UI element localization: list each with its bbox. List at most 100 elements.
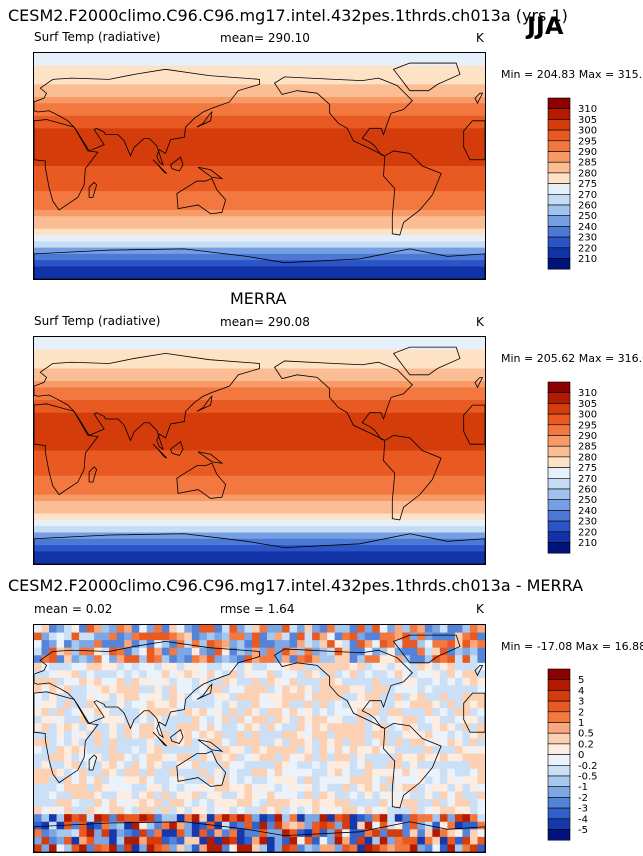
difference-cell [146,655,155,664]
difference-cell [409,814,418,823]
difference-cell [312,632,321,641]
difference-cell [462,700,471,709]
difference-cell [394,776,403,785]
difference-cell [146,829,155,838]
difference-cell [71,700,80,709]
difference-cell [394,783,403,792]
difference-cell [131,753,140,762]
difference-cell [116,677,125,687]
difference-cell [101,799,110,808]
difference-cell [462,738,471,747]
difference-cell [469,844,478,852]
difference-cell [169,677,178,687]
difference-cell [319,708,328,717]
difference-cell [161,761,170,770]
difference-cell [184,836,193,845]
difference-cell [282,791,291,800]
difference-cell [342,761,351,770]
difference-cell [394,625,403,634]
difference-cell [124,708,133,717]
difference-cell [109,753,118,762]
difference-cell [34,783,43,792]
difference-cell [41,844,50,852]
continent-outline [197,451,224,464]
temperature-band [34,343,485,351]
difference-cell [349,632,358,641]
colorbar-tick-label: 4 [578,686,584,697]
difference-cell [229,647,238,656]
difference-cell [109,625,118,634]
difference-cell [79,761,88,770]
difference-cell [259,768,268,777]
difference-cell [364,640,373,649]
difference-cell [229,821,238,830]
difference-cell [469,723,478,732]
difference-cell [56,746,65,755]
difference-cell [161,625,170,634]
difference-cell [64,836,73,845]
difference-cell [79,836,88,845]
difference-cell [417,647,426,656]
difference-cell [176,768,185,777]
difference-cell [477,783,485,792]
difference-cell [454,693,463,702]
difference-cell [109,738,118,747]
difference-cell [79,715,88,724]
difference-cell [94,806,103,815]
difference-cell [447,685,456,694]
difference-cell [477,640,485,649]
continent-outline [176,462,227,499]
difference-cell [161,677,170,687]
difference-cell [334,677,343,687]
difference-cell [199,700,208,709]
difference-cell [439,693,448,702]
difference-cell [297,647,306,656]
difference-cell [236,821,245,830]
difference-cell [432,715,441,724]
continent-outline [474,92,484,105]
difference-cell [56,783,65,792]
difference-cell [394,768,403,777]
difference-cell [267,783,276,792]
difference-cell [49,640,58,649]
difference-cell [214,776,223,785]
difference-cell [267,799,276,808]
difference-cell [244,768,253,777]
difference-cell [379,844,388,852]
colorbar-tick-label: 310 [578,388,597,399]
difference-cell [131,783,140,792]
difference-cell [214,844,223,852]
difference-cell [364,806,373,815]
difference-cell [206,814,215,823]
difference-cell [71,655,80,664]
difference-cell [267,768,276,777]
difference-cell [124,761,133,770]
difference-cell [199,768,208,777]
difference-cell [191,844,200,852]
difference-cell [259,806,268,815]
continent-outline [176,750,227,787]
difference-cell [124,799,133,808]
difference-cell [342,746,351,755]
continent-outline [34,248,485,279]
difference-cell [229,768,238,777]
difference-cell [439,655,448,664]
difference-cell [417,708,426,717]
difference-cell [364,693,373,702]
temperature-band [34,247,485,255]
difference-cell [206,829,215,838]
temperature-band [34,538,485,546]
difference-cell [267,806,276,815]
difference-cell [251,746,260,755]
difference-cell [274,829,283,838]
difference-cell [251,685,260,694]
difference-cell [334,836,343,845]
colorbar-tick-label: 270 [578,190,597,201]
difference-cell [274,738,283,747]
difference-cell [282,723,291,732]
difference-cell [79,799,88,808]
difference-cell [34,806,43,815]
colorbar-swatch [547,183,571,195]
difference-cell [477,776,485,785]
difference-cell [206,723,215,732]
